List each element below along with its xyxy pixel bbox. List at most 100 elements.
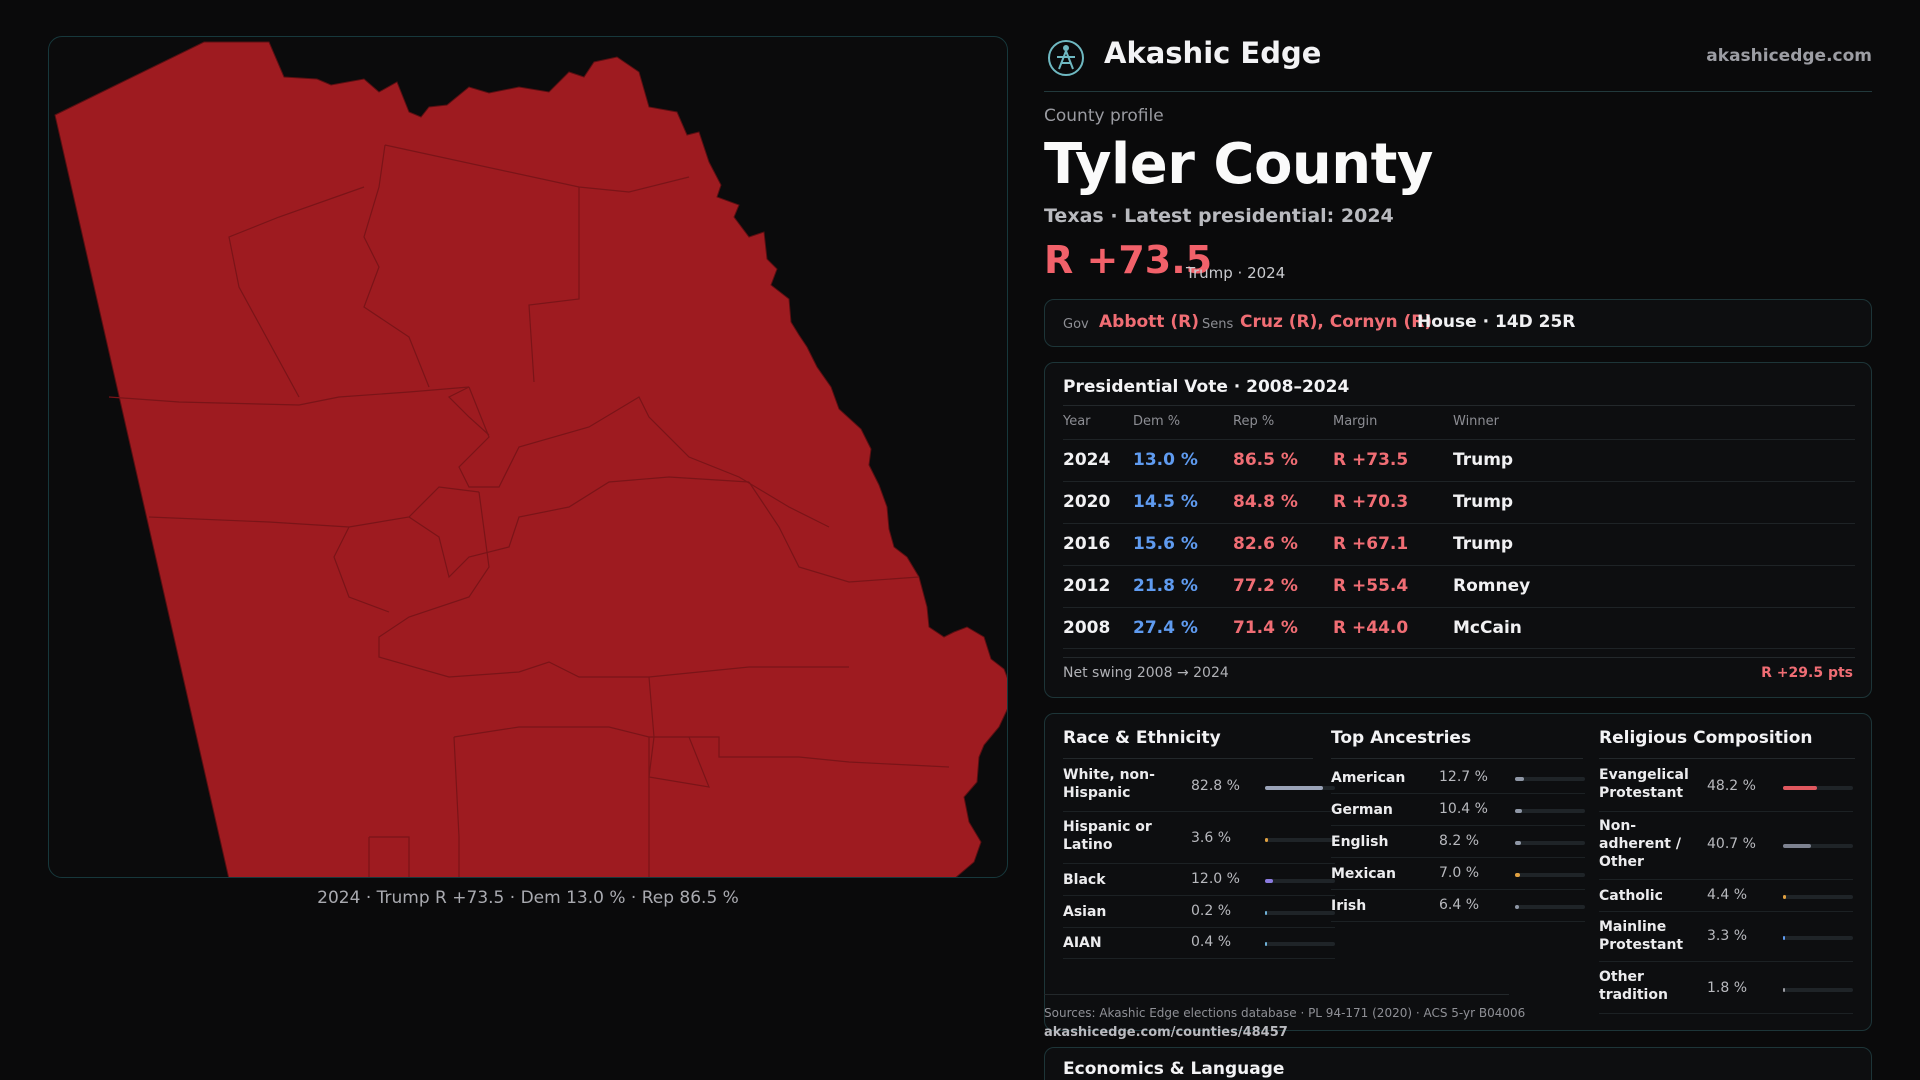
list-item[interactable]: Other tradition 1.8 % — [1599, 964, 1853, 1014]
item-percent: 48.2 % — [1707, 778, 1756, 794]
map-caption: 2024 · Trump R +73.5 · Dem 13.0 % · Rep … — [317, 888, 739, 908]
table-row[interactable]: 2016 15.6 % 82.6 % R +67.1 Trump — [1063, 523, 1855, 565]
sources-text: Sources: Akashic Edge elections database… — [1044, 1006, 1526, 1020]
religion-title: Religious Composition — [1599, 728, 1813, 748]
item-bar-fill — [1515, 809, 1523, 813]
cell-winner: McCain — [1453, 618, 1522, 638]
col-year: Year — [1063, 414, 1091, 429]
item-name: Hispanic or Latino — [1063, 819, 1152, 853]
item-bar-fill — [1515, 777, 1524, 781]
net-swing-label: Net swing 2008 → 2024 — [1063, 665, 1229, 681]
item-percent: 12.0 % — [1191, 871, 1240, 887]
table-row[interactable]: 2024 13.0 % 86.5 % R +73.5 Trump — [1063, 439, 1855, 481]
page-title: Tyler County — [1044, 132, 1433, 197]
county-map-panel[interactable] — [48, 36, 1008, 878]
item-bar-track — [1515, 841, 1585, 845]
list-item[interactable]: German 10.4 % — [1331, 796, 1585, 826]
sources-url-link[interactable]: akashicedge.com/counties/48457 — [1044, 1025, 1288, 1040]
col-margin: Margin — [1333, 414, 1378, 429]
cell-year: 2012 — [1063, 576, 1111, 596]
brand-name[interactable]: Akashic Edge — [1104, 36, 1322, 70]
item-name: Other tradition — [1599, 969, 1668, 1003]
stylized-figure-logo-icon[interactable] — [1047, 39, 1085, 77]
table-row[interactable]: 2012 21.8 % 77.2 % R +55.4 Romney — [1063, 565, 1855, 607]
item-name: Irish — [1331, 898, 1367, 914]
item-bar-fill — [1783, 936, 1786, 940]
cell-year: 2020 — [1063, 492, 1111, 512]
list-item[interactable]: Irish 6.4 % — [1331, 892, 1585, 922]
cell-margin: R +67.1 — [1333, 534, 1409, 554]
col-dem: Dem % — [1133, 414, 1181, 429]
house-delegation: House · 14D 25R — [1417, 312, 1576, 332]
cell-margin: R +70.3 — [1333, 492, 1409, 512]
item-name: German — [1331, 802, 1393, 818]
list-item[interactable]: White, non-Hispanic 82.8 % — [1063, 764, 1335, 812]
cell-dem: 13.0 % — [1133, 450, 1198, 470]
brand-url-link[interactable]: akashicedge.com — [1706, 46, 1872, 66]
votes-title: Presidential Vote · 2008–2024 — [1063, 377, 1350, 397]
item-name: Mainline Protestant — [1599, 919, 1684, 953]
cell-winner: Trump — [1453, 492, 1514, 512]
cell-winner: Trump — [1453, 534, 1514, 554]
cell-year: 2016 — [1063, 534, 1111, 554]
list-item[interactable]: Mainline Protestant 3.3 % — [1599, 914, 1853, 962]
item-name: AIAN — [1063, 935, 1102, 951]
item-name: Catholic — [1599, 888, 1663, 904]
item-name: Asian — [1063, 904, 1107, 920]
cell-year: 2024 — [1063, 450, 1111, 470]
economics-card: Economics & Language — [1044, 1047, 1872, 1080]
list-item[interactable]: Catholic 4.4 % — [1599, 882, 1853, 912]
list-item[interactable]: Asian 0.2 % — [1063, 898, 1335, 928]
ancestry-title: Top Ancestries — [1331, 728, 1472, 748]
list-item[interactable]: Evangelical Protestant 48.2 % — [1599, 764, 1853, 812]
list-item[interactable]: Hispanic or Latino 3.6 % — [1063, 814, 1335, 864]
gov-value[interactable]: Abbott (R) — [1099, 312, 1199, 332]
cell-rep: 86.5 % — [1233, 450, 1298, 470]
cell-dem: 14.5 % — [1133, 492, 1198, 512]
item-name: White, non-Hispanic — [1063, 767, 1155, 801]
list-item[interactable]: American 12.7 % — [1331, 764, 1585, 794]
table-row[interactable]: 2008 27.4 % 71.4 % R +44.0 McCain — [1063, 607, 1855, 649]
item-bar-track — [1515, 777, 1585, 781]
list-item[interactable]: Mexican 7.0 % — [1331, 860, 1585, 890]
county-shape[interactable] — [54, 41, 1008, 878]
sens-value[interactable]: Cruz (R), Cornyn (R) — [1240, 312, 1433, 332]
cell-year: 2008 — [1063, 618, 1111, 638]
item-bar-fill — [1265, 942, 1267, 946]
cell-rep: 82.6 % — [1233, 534, 1298, 554]
item-bar-track — [1515, 809, 1585, 813]
latest-margin: R +73.5 — [1044, 238, 1213, 282]
list-item[interactable]: AIAN 0.4 % — [1063, 929, 1335, 959]
race-title: Race & Ethnicity — [1063, 728, 1221, 748]
item-bar-track — [1783, 844, 1853, 848]
list-item[interactable]: Black 12.0 % — [1063, 866, 1335, 896]
net-swing-value: R +29.5 pts — [1761, 665, 1853, 681]
subdivision-lines — [108, 144, 950, 877]
item-name: Evangelical Protestant — [1599, 767, 1689, 801]
item-bar-track — [1265, 911, 1335, 915]
item-percent: 0.4 % — [1191, 934, 1232, 950]
cell-rep: 77.2 % — [1233, 576, 1298, 596]
item-bar-track — [1265, 838, 1335, 842]
cell-dem: 27.4 % — [1133, 618, 1198, 638]
economics-title: Economics & Language — [1063, 1059, 1285, 1079]
item-bar-fill — [1783, 988, 1785, 992]
item-bar-fill — [1783, 895, 1787, 899]
county-map[interactable] — [49, 37, 1008, 878]
list-item[interactable]: English 8.2 % — [1331, 828, 1585, 858]
item-percent: 3.3 % — [1707, 928, 1748, 944]
list-item[interactable]: Non-adherent / Other 40.7 % — [1599, 814, 1853, 880]
brand-header: Akashic Edge akashicedge.com — [1044, 34, 1872, 92]
item-bar-track — [1783, 895, 1853, 899]
item-bar-track — [1515, 905, 1585, 909]
item-percent: 7.0 % — [1439, 865, 1480, 881]
table-row[interactable]: 2020 14.5 % 84.8 % R +70.3 Trump — [1063, 481, 1855, 523]
presidential-vote-card: Presidential Vote · 2008–2024 Year Dem %… — [1044, 362, 1872, 698]
item-percent: 40.7 % — [1707, 836, 1756, 852]
item-name: Mexican — [1331, 866, 1396, 882]
item-percent: 4.4 % — [1707, 887, 1748, 903]
cell-margin: R +73.5 — [1333, 450, 1409, 470]
demographics-card: Race & Ethnicity Top Ancestries Religiou… — [1044, 713, 1872, 1031]
item-bar-fill — [1783, 786, 1817, 790]
col-winner: Winner — [1453, 414, 1500, 429]
